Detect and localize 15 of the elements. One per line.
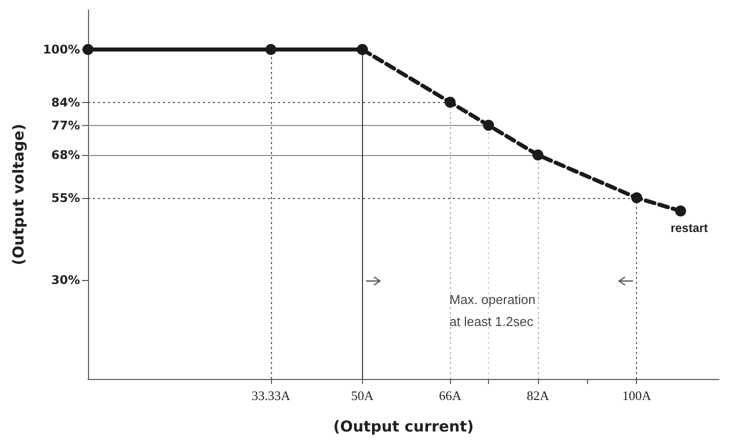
x-tick-label: 82A — [526, 388, 550, 403]
y-tick-label: 77% — [51, 118, 80, 132]
x-axis-title: (Output current) — [333, 418, 474, 436]
x-tick-label: 66A — [438, 388, 462, 403]
x-tick-label: 100A — [622, 388, 652, 403]
y-tick-label: 100% — [42, 42, 80, 57]
y-tick-label: 30% — [51, 273, 80, 288]
y-axis-title: (Output voltage) — [10, 124, 28, 266]
x-tick-label: 50A — [351, 388, 374, 403]
y-tick-label: 68% — [51, 148, 80, 162]
annotation: restart — [670, 220, 708, 235]
x-tick-label: 33.33A — [252, 388, 291, 403]
y-tick-label: 55% — [51, 190, 80, 205]
y-tick-label: 84% — [51, 95, 80, 110]
annotation: Max. operation at least 1.2sec — [450, 291, 537, 332]
